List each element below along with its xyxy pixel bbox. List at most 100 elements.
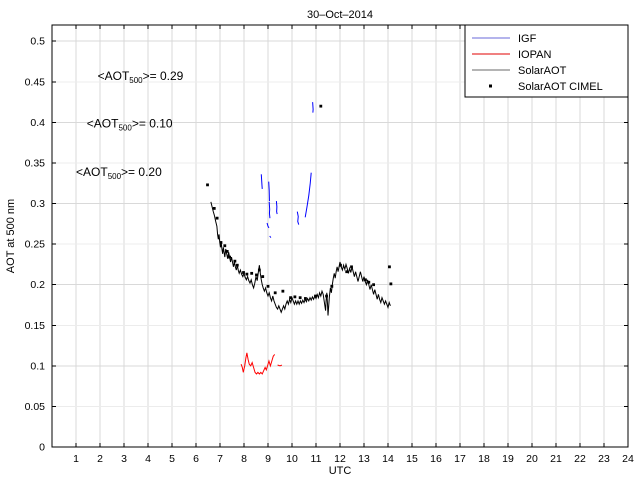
x-tick-label: 2: [97, 453, 103, 465]
x-tick-label: 6: [193, 453, 199, 465]
x-axis-label: UTC: [329, 465, 352, 477]
y-tick-label: 0: [39, 442, 45, 454]
x-tick-label: 13: [358, 453, 370, 465]
y-tick-label: 0.2: [30, 279, 45, 291]
y-tick-label: 0.35: [25, 157, 46, 169]
data-point-marker: [255, 273, 258, 277]
annotation-suffix: >= 0.20: [121, 165, 162, 179]
x-tick-label: 14: [382, 453, 394, 465]
data-point-marker: [298, 296, 302, 300]
data-point-marker: [325, 294, 328, 298]
annotation-subscript: 500: [118, 123, 132, 132]
data-point-marker: [364, 278, 367, 282]
series-igf: [260, 102, 314, 238]
y-tick-label: 0.1: [30, 360, 45, 372]
data-point-marker: [350, 265, 353, 269]
legend-entry-solaraot-cimel[interactable]: SolarAOT CIMEL: [489, 81, 603, 93]
data-point-marker: [319, 104, 323, 108]
series-line-segment: [277, 364, 283, 367]
annotation-suffix: >= 0.10: [132, 116, 173, 130]
data-point-marker: [330, 284, 334, 288]
x-tick-label: 4: [145, 453, 151, 465]
series-line-segment: [275, 201, 278, 215]
y-tick-label: 0.15: [25, 320, 46, 332]
legend-entry-solaraot[interactable]: SolarAOT: [472, 65, 567, 77]
annotation-subscript: 500: [129, 76, 143, 85]
x-tick-label: 12: [334, 453, 346, 465]
x-tick-label: 11: [311, 453, 322, 465]
data-point-marker: [223, 244, 227, 248]
x-axis-tick-labels: 1 2 3 4 5 6 7 8 9 10 11 12 13 14 15 16 17 18 19 20 21 22 23 24: [73, 453, 634, 465]
legend-entry-iopan[interactable]: IOPAN: [472, 49, 551, 61]
x-tick-label: 3: [121, 453, 127, 465]
x-tick-label: 21: [550, 453, 562, 465]
data-point-marker: [367, 280, 371, 284]
x-tick-label: 16: [430, 453, 442, 465]
data-point-marker: [293, 295, 297, 299]
legend-label: IOPAN: [518, 49, 551, 61]
chart-legend[interactable]: IGF IOPAN SolarAOT SolarAOT CIMEL: [464, 24, 629, 98]
data-point-marker: [304, 297, 307, 300]
data-point-marker: [339, 263, 342, 267]
x-tick-label: 19: [502, 453, 514, 465]
x-tick-label: 8: [241, 453, 247, 465]
annotation-subscript: 500: [108, 172, 122, 181]
y-tick-label: 0.4: [30, 117, 45, 129]
y-tick-label: 0.45: [25, 76, 46, 88]
y-tick-label: 0.5: [30, 36, 45, 48]
y-axis-label: AOT at 500 nm: [5, 199, 17, 273]
data-series-group: [206, 102, 393, 375]
series-line-segment: [266, 222, 270, 229]
data-point-marker: [372, 283, 375, 287]
data-point-marker: [212, 207, 216, 210]
x-tick-label: 24: [622, 453, 634, 465]
x-tick-label: 10: [286, 453, 298, 465]
series-line-segment: [260, 174, 263, 189]
annotation-prefix: <AOT: [98, 69, 130, 83]
data-point-marker: [233, 259, 237, 263]
data-point-marker: [245, 272, 249, 276]
x-tick-label: 23: [598, 453, 610, 465]
data-point-marker: [219, 241, 223, 244]
series-iopan: [240, 352, 283, 375]
series-line-segment: [240, 352, 276, 375]
data-point-marker: [314, 294, 317, 298]
mean-aot-annotation: <AOT500>= 0.10: [87, 116, 173, 132]
series-solaraot-cimel: [206, 104, 393, 300]
x-tick-label: 15: [406, 453, 418, 465]
series-solaraot: [210, 201, 391, 316]
x-tick-label: 20: [526, 453, 538, 465]
annotation-suffix: >= 0.29: [143, 69, 184, 83]
mean-aot-annotation: <AOT500>= 0.29: [98, 69, 184, 85]
annotation-prefix: <AOT: [87, 116, 119, 130]
data-point-marker: [389, 282, 393, 286]
y-tick-label: 0.25: [25, 239, 46, 251]
legend-marker-swatch: [489, 84, 492, 88]
data-point-marker: [215, 216, 219, 220]
data-point-marker: [281, 289, 285, 293]
data-point-marker: [266, 284, 270, 288]
legend-label: SolarAOT CIMEL: [518, 81, 603, 93]
legend-entry-igf[interactable]: IGF: [472, 33, 537, 45]
data-point-marker: [273, 291, 277, 295]
data-point-marker: [289, 296, 292, 300]
x-tick-label: 1: [73, 453, 79, 465]
legend-label: SolarAOT: [518, 65, 567, 77]
data-point-marker: [250, 271, 254, 275]
legend-label: IGF: [518, 33, 537, 45]
y-tick-label: 0.3: [30, 198, 45, 210]
data-point-marker: [242, 271, 245, 274]
data-point-marker: [257, 268, 261, 272]
x-tick-label: 22: [574, 453, 586, 465]
chart-annotations: <AOT500>= 0.29<AOT500>= 0.10<AOT500>= 0.…: [76, 69, 184, 181]
x-tick-label: 17: [454, 453, 466, 465]
series-line-segment: [210, 201, 391, 316]
mean-aot-annotation: <AOT500>= 0.20: [76, 165, 162, 181]
x-tick-label: 7: [217, 453, 223, 465]
y-tick-label: 0.05: [25, 401, 46, 413]
data-point-marker: [388, 265, 391, 269]
series-line-segment: [268, 181, 270, 202]
series-line-segment: [268, 201, 271, 219]
